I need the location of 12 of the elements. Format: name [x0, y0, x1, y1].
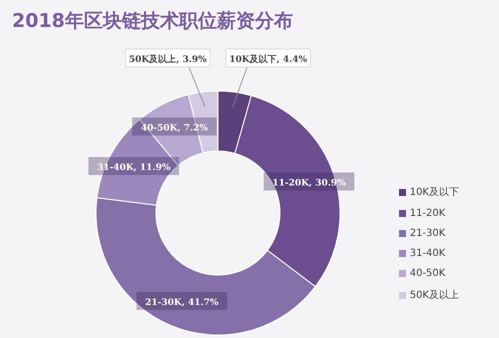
legend-label: 11-20K: [410, 208, 446, 219]
data-label: 31-40K, 11.9%: [97, 163, 171, 174]
legend-label: 50K及以上: [410, 288, 459, 302]
data-label: 10K及以下, 4.4%: [229, 54, 308, 65]
data-label: 50K及以上, 3.9%: [128, 54, 208, 65]
legend-label: 21-30K: [410, 228, 446, 239]
data-label: 40-50K, 7.2%: [140, 123, 208, 134]
legend-label: 40-50K: [410, 268, 446, 279]
chart-title: 2018年区块链技术职位薪资分布: [12, 9, 293, 34]
legend-label: 10K及以下: [410, 186, 459, 199]
data-label: 21-30K, 41.7%: [145, 298, 219, 308]
legend-label: 31-40K: [410, 248, 446, 259]
